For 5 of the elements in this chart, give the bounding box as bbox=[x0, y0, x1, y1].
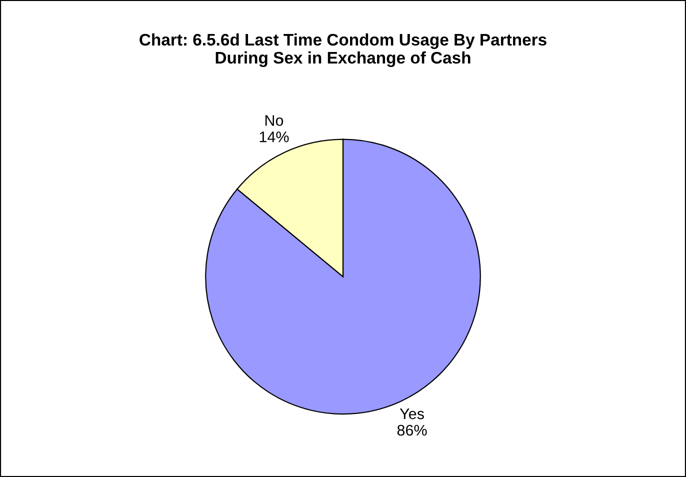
data-label: 86% bbox=[397, 424, 427, 436]
slice-label: Yes bbox=[400, 408, 424, 420]
slice-label: No bbox=[265, 115, 284, 126]
chart-title: Chart: 6.5.6d Last Time Condom Usage By Partners During Sex in Exchange of Cash bbox=[140, 33, 546, 68]
data-label: 14% bbox=[260, 132, 289, 142]
